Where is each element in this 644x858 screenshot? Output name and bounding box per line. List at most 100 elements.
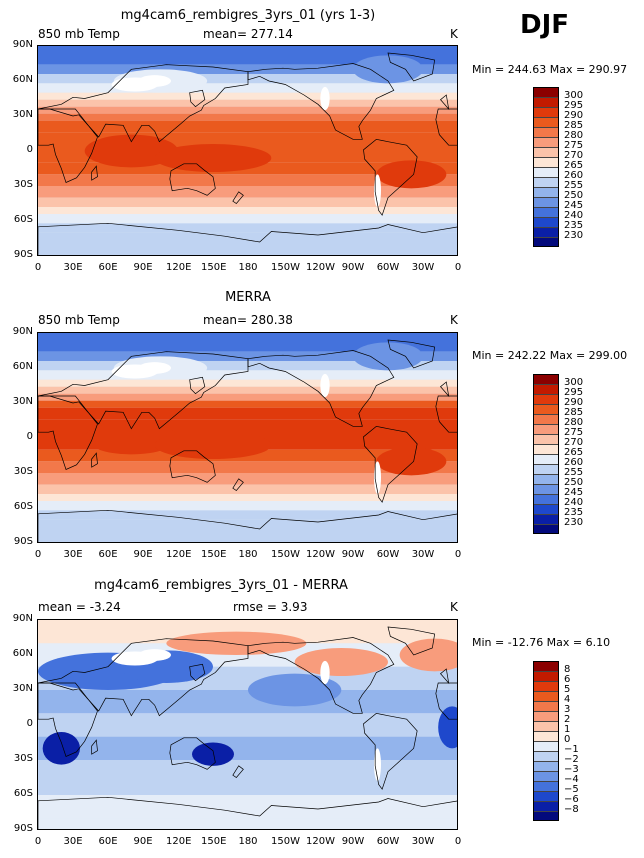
lon-tick-label: 180 (238, 836, 258, 847)
minmax-label: Min = 244.63 Max = 290.97 (472, 63, 628, 76)
colorbar-level-label: 295 (564, 387, 584, 398)
season-label: DJF (520, 10, 570, 40)
coastline (436, 396, 458, 432)
colorbar-segment (533, 691, 559, 701)
lon-tick-label: 180 (238, 549, 258, 560)
contour-band (38, 501, 458, 511)
minmax-label: Min = 242.22 Max = 299.00 (472, 349, 628, 362)
lon-tick-label: 60W (376, 262, 400, 273)
lon-tick-label: 0 (34, 262, 42, 273)
lat-tick-label: 0 (26, 718, 33, 729)
contour-band (38, 92, 458, 100)
coastline (248, 638, 394, 714)
lon-tick-label: 60E (98, 549, 118, 560)
coastline (92, 453, 98, 467)
colorbar-level-label: −2 (564, 754, 579, 765)
colorbar-segment (533, 404, 559, 414)
contour-band (38, 818, 458, 830)
units-label: K (450, 313, 458, 327)
colorbar-level-label: 6 (564, 674, 571, 685)
lat-tick-label: 0 (26, 144, 33, 155)
contour-band (38, 174, 458, 186)
colorbar-segment (533, 771, 559, 781)
lat-tick-label: 60S (13, 788, 33, 799)
colorbar-segment (533, 711, 559, 721)
contour-band (38, 214, 458, 224)
contour-band (38, 232, 458, 256)
lon-tick-label: 0 (454, 262, 462, 273)
colorbar-level-label: 260 (564, 457, 584, 468)
mean-label: mean= 280.38 (203, 313, 293, 327)
contour-region (154, 144, 272, 172)
colorbar-segment (533, 454, 559, 464)
panel-title: MERRA (225, 290, 271, 305)
contour-band (38, 484, 458, 494)
coastline (38, 510, 458, 543)
contour-band (38, 461, 458, 473)
lon-tick-label: 90E (133, 262, 153, 273)
lat-tick-label: 90S (13, 249, 33, 260)
coastline (38, 797, 458, 830)
colorbar-segment (533, 227, 559, 237)
lat-tick-label: 30N (12, 109, 33, 120)
coastline (170, 164, 216, 195)
contour-band (38, 713, 458, 737)
contour-band (38, 379, 458, 387)
lon-tick-label: 120W (306, 549, 335, 560)
colorbar-segment (533, 701, 559, 711)
lat-tick-label: 60N (12, 361, 33, 372)
colorbar-segment (533, 237, 559, 247)
colorbar-segment (533, 514, 559, 524)
lat-tick-label: 60N (12, 648, 33, 659)
coastline (364, 139, 418, 215)
colorbar-segment (533, 217, 559, 227)
colorbar-level-label: 270 (564, 150, 584, 161)
colorbar-level-label: 255 (564, 180, 584, 191)
colorbar-segment (533, 781, 559, 791)
colorbar-frame (533, 374, 559, 534)
coastline (436, 109, 458, 145)
lon-tick-label: 120E (166, 836, 192, 847)
colorbar-segment (533, 811, 559, 821)
lon-tick-label: 120W (306, 262, 335, 273)
lon-tick-label: 90E (133, 836, 153, 847)
contour-region (154, 431, 272, 459)
coastline (233, 192, 244, 204)
colorbar-level-label: 8 (564, 664, 571, 675)
colorbar-level-label: 245 (564, 487, 584, 498)
lat-tick-label: 60S (13, 501, 33, 512)
colorbar-segment (533, 721, 559, 731)
contour-band (38, 351, 458, 361)
contour-region (84, 421, 178, 455)
field-label: 850 mb Temp (38, 313, 120, 327)
colorbar-segment (533, 731, 559, 741)
contour-region (376, 447, 447, 476)
contour-region (438, 706, 458, 749)
lon-tick-label: 180 (238, 262, 258, 273)
contour-band (38, 333, 458, 352)
lon-tick-label: 0 (34, 836, 42, 847)
colorbar-level-label: 235 (564, 507, 584, 518)
colorbar-level-label: −3 (564, 764, 579, 775)
contour-region (376, 160, 447, 189)
colorbar-level-label: −4 (564, 774, 579, 785)
lat-tick-label: 60N (12, 74, 33, 85)
colorbar-segment (533, 394, 559, 404)
lon-tick-label: 30E (63, 836, 83, 847)
temperature-map (38, 46, 458, 256)
lat-tick-label: 90S (13, 823, 33, 834)
coastline (233, 479, 244, 491)
units-label: K (450, 27, 458, 41)
lon-tick-label: 90W (341, 549, 365, 560)
lat-tick-label: 90N (12, 613, 33, 624)
contour-band (38, 494, 458, 501)
colorbar-segment (533, 474, 559, 484)
contour-band (38, 64, 458, 74)
contour-band (38, 407, 458, 420)
contour-band (38, 400, 458, 408)
contour-band (38, 197, 458, 207)
colorbar-level-label: 240 (564, 210, 584, 221)
contour-region (42, 732, 80, 765)
colorbar-segment (533, 127, 559, 137)
terrain-mask (374, 174, 381, 207)
